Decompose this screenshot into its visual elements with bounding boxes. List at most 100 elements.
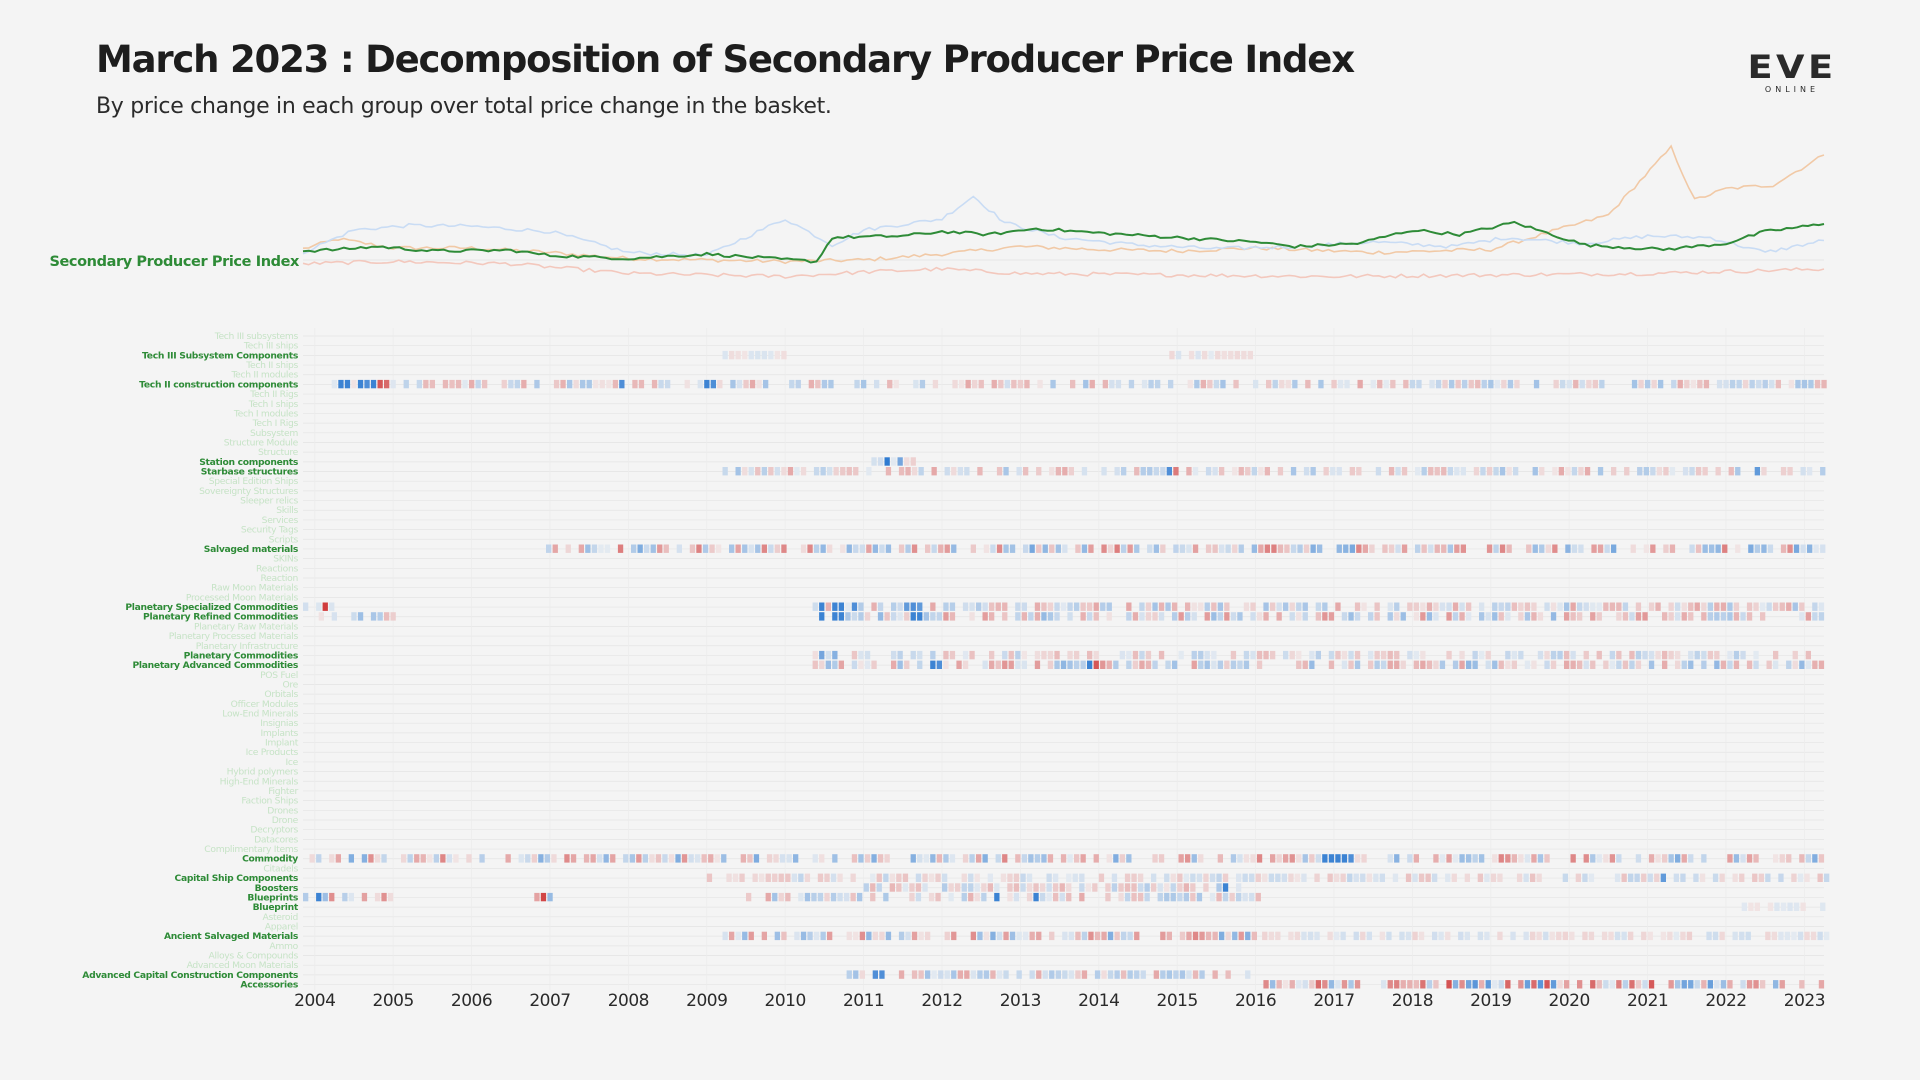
heatmap-cell (1021, 650, 1027, 660)
heatmap-cell (845, 602, 851, 611)
heatmap-cell (423, 379, 429, 389)
heatmap-cell (1486, 467, 1493, 476)
heatmap-cell (1093, 612, 1099, 621)
heatmap-cell (1272, 379, 1278, 389)
heatmap-cell (1081, 931, 1088, 941)
heatmap-cell (1289, 854, 1295, 863)
heatmap-cell (514, 379, 520, 389)
heatmap-cell (1524, 602, 1531, 611)
heatmap-cell (1428, 467, 1434, 476)
heatmap-cell (872, 970, 878, 979)
heatmap-cell (1485, 650, 1491, 660)
heatmap-cell (1340, 931, 1346, 941)
row-label: Skills (276, 505, 298, 516)
heatmap-cell (1394, 980, 1400, 989)
index-line (302, 220, 1825, 264)
heatmap-cell (1799, 854, 1805, 863)
heatmap-cell (1614, 931, 1621, 941)
heatmap-cell (1740, 650, 1746, 660)
heatmap-cell (1152, 602, 1158, 611)
heatmap-cell (1516, 873, 1523, 882)
heatmap-cell (944, 970, 950, 979)
heatmap-cell (1053, 892, 1059, 902)
row-label: Special Edition Ships (209, 476, 299, 487)
heatmap-cell (1479, 854, 1485, 863)
heatmap-cell (1524, 854, 1531, 863)
heatmap-cell (1315, 980, 1321, 989)
heatmap-cell (681, 854, 688, 863)
heatmap-cell (962, 602, 969, 611)
heatmap-cell (995, 660, 1001, 669)
heatmap-cell (891, 650, 897, 660)
heatmap-cell (1121, 467, 1127, 476)
heatmap-cell (1356, 544, 1362, 553)
heatmap-cell (866, 467, 872, 476)
heatmap-cell (1041, 650, 1047, 660)
heatmap-cell (565, 544, 571, 553)
heatmap-cell (1773, 660, 1779, 669)
heatmap-cell (1191, 660, 1197, 669)
heatmap-cell (1107, 970, 1114, 979)
heatmap-cell (1400, 660, 1406, 669)
heatmap-cell (838, 612, 844, 621)
heatmap-cell (1283, 602, 1289, 611)
heatmap-cell (1243, 854, 1250, 863)
heatmap-cell (942, 883, 948, 892)
x-tick-label: 2023 (1784, 991, 1825, 1011)
heatmap-cell (1328, 854, 1335, 863)
heatmap-cell (1016, 970, 1022, 979)
heatmap-cell (1805, 612, 1811, 621)
heatmap-cell (316, 602, 322, 611)
heatmap-cell (374, 892, 381, 902)
eve-online-logo: EVE ONLINE (1742, 50, 1842, 98)
heatmap-cell (1550, 980, 1557, 989)
heatmap-cell (1569, 931, 1575, 941)
heatmap-cell (689, 544, 696, 553)
heatmap-cell (768, 467, 774, 476)
heatmap-cell (1036, 931, 1042, 941)
heatmap-cell (1021, 660, 1027, 669)
heatmap-cell (1706, 931, 1712, 941)
heatmap-cell (897, 660, 903, 669)
heatmap-cell (1675, 980, 1681, 989)
heatmap-cell (1151, 883, 1157, 892)
heatmap-cell (1268, 873, 1274, 882)
heatmap-cell (1118, 892, 1124, 902)
heatmap-cell (390, 379, 396, 389)
heatmap-cell (1328, 980, 1335, 989)
heatmap-cell (1673, 873, 1679, 882)
heatmap-cell (1641, 873, 1647, 882)
heatmap-cell (1498, 980, 1504, 989)
heatmap-cell (1100, 660, 1106, 669)
heatmap-cell (1002, 854, 1008, 863)
heatmap-cell (1603, 980, 1609, 989)
heatmap-cell (755, 467, 761, 476)
heatmap-cell (1268, 931, 1274, 941)
heatmap-cell (1570, 602, 1576, 611)
heatmap-cell (1138, 892, 1144, 902)
heatmap-cell (1258, 467, 1264, 476)
heatmap-cell (1344, 379, 1350, 389)
heatmap-cell (1591, 544, 1597, 553)
heatmap-cell (1296, 612, 1302, 621)
heatmap-cell (1655, 602, 1661, 611)
heatmap-cell (663, 544, 669, 553)
heatmap-cell (1622, 612, 1629, 621)
x-tick-label: 2022 (1705, 991, 1746, 1011)
heatmap-cell (957, 970, 963, 979)
heatmap-cell (1459, 980, 1465, 989)
heatmap-cell (1387, 612, 1393, 621)
heatmap-cell (1309, 660, 1315, 669)
heatmap-cell (1570, 612, 1576, 621)
heatmap-cell (1275, 931, 1281, 941)
heatmap-cell (768, 544, 774, 553)
heatmap-cell (1041, 602, 1047, 611)
heatmap-cell (1531, 612, 1537, 621)
heatmap-cell (1643, 544, 1649, 553)
heatmap-cell (1187, 379, 1193, 389)
row-label: Blueprints (247, 892, 298, 903)
heatmap-cell (1361, 602, 1367, 611)
heatmap-cell (1277, 467, 1284, 476)
heatmap-cell (838, 602, 844, 611)
heatmap-cell (1481, 379, 1487, 389)
